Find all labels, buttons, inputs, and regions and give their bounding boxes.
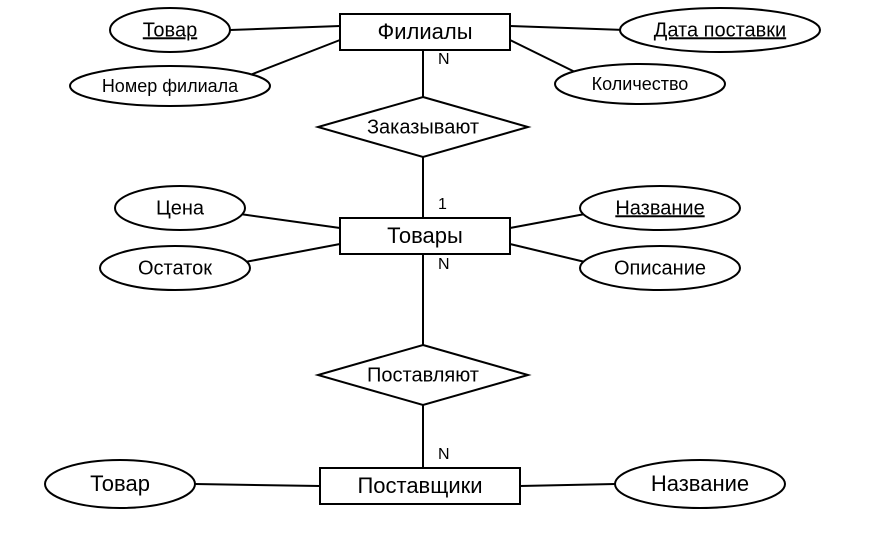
edge-branches-quantity <box>510 40 575 72</box>
entity-products-label: Товары <box>387 223 463 248</box>
cardinality-branches_order: N <box>438 51 450 68</box>
er-diagram: Филиалы Товары Поставщики Заказывают Поставл… <box>0 0 871 548</box>
edge-products-description <box>510 244 585 262</box>
attribute-supplier_name-label: Название <box>651 471 749 496</box>
edge-products-remainder <box>245 244 340 262</box>
attribute-price-label: Цена <box>156 197 205 219</box>
cardinality-supply_suppliers: N <box>438 446 450 463</box>
relationship-order-label: Заказывают <box>367 116 479 138</box>
labels-layer: Филиалы Товары Поставщики Заказывают Поставл… <box>90 19 786 498</box>
edge-branches-branch_number <box>250 40 340 75</box>
attribute-delivery_date-label: Дата поставки <box>654 19 786 41</box>
attribute-branch_product-label: Товар <box>143 19 197 41</box>
attribute-quantity-label: Количество <box>592 74 689 94</box>
attribute-description-label: Описание <box>614 257 706 279</box>
edge-products-price <box>240 214 340 228</box>
attribute-product_name-label: Название <box>615 197 704 219</box>
attribute-remainder-label: Остаток <box>138 257 212 279</box>
cardinality-products_supply: N <box>438 256 450 273</box>
edge-suppliers-supplier_name <box>520 484 615 486</box>
edge-branches-branch_product <box>230 26 340 30</box>
entity-suppliers-label: Поставщики <box>357 473 482 498</box>
cardinality-order_products: 1 <box>438 196 447 213</box>
attribute-supplier_product-label: Товар <box>90 471 150 496</box>
edge-branches-delivery_date <box>510 26 625 30</box>
edge-suppliers-supplier_product <box>195 484 320 486</box>
edge-products-product_name <box>510 214 585 228</box>
entity-branches-label: Филиалы <box>377 19 472 44</box>
relationship-supply-label: Поставляют <box>367 364 479 386</box>
attribute-branch_number-label: Номер филиала <box>102 76 239 96</box>
